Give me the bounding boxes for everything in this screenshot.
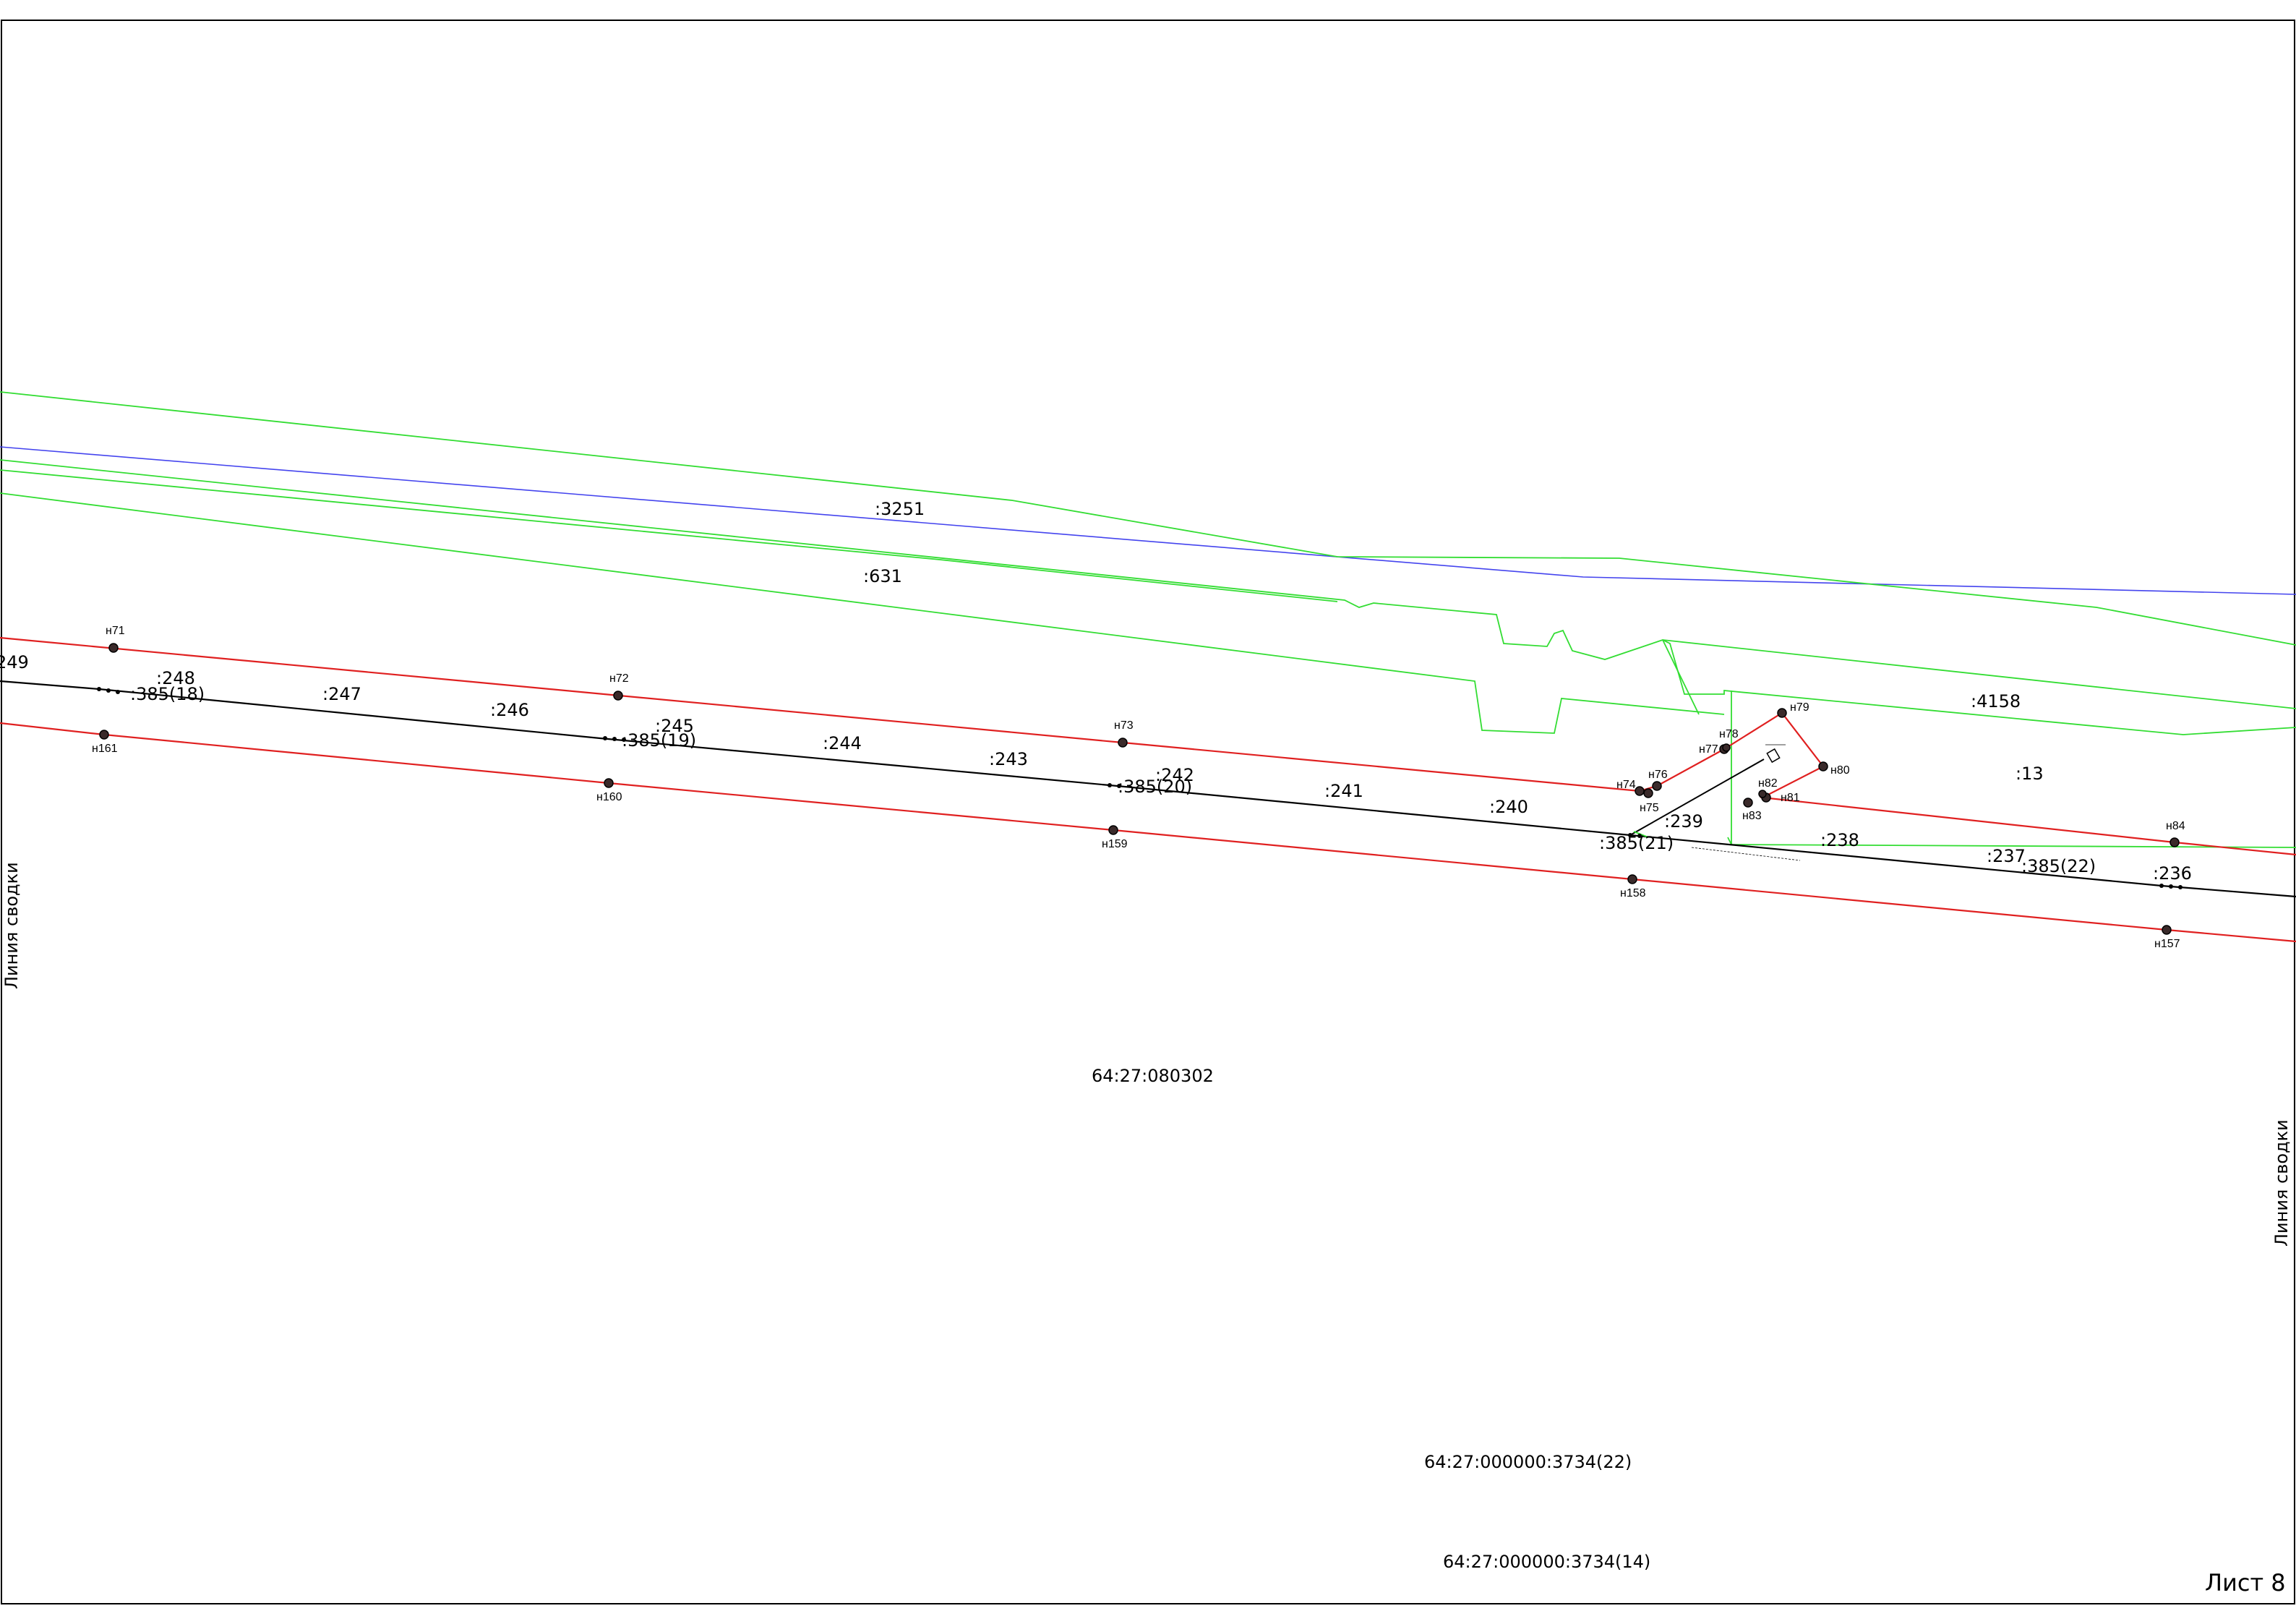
zone-line [0,446,2296,595]
linear-object-ticks [97,687,2183,889]
boundary-points [99,643,2180,935]
label-n158: н158 [1620,887,1646,899]
parcel-label-248: :248 [156,668,195,688]
parcel-label-238: :238 [1820,830,1859,850]
linear-part-label-19: :385(19) [622,730,696,751]
parcel-label-243: :243 [989,749,1028,769]
point-n157 [2162,925,2172,935]
parcel-label-242: :242 [1155,765,1194,785]
point-n74 [1635,786,1645,796]
point-labels: н71 н72 н73 н74 н75 н76 н77 н78 н79 н80 … [92,625,2185,950]
sheet-number: Лист 8 [2205,1569,2286,1597]
parcel-label-3251: :3251 [875,499,925,519]
point-n72 [613,691,623,701]
label-n79: н79 [1790,701,1809,714]
parcel-label-13: :13 [2016,764,2044,784]
point-n75 [1643,788,1653,798]
cadastral-block-number: 64:27:080302 [1092,1066,1214,1086]
point-n79 [1777,708,1787,718]
parcel-label-239: :239 [1664,811,1703,832]
label-n76: н76 [1648,769,1668,781]
label-n72: н72 [609,672,629,685]
point-n71 [108,643,119,653]
linear-part-label-20: :385(20) [1118,777,1192,797]
summary-line-label-right: Линия сводки [2271,1119,2292,1247]
sheet-frame [1,20,2295,1604]
label-n80: н80 [1830,764,1850,777]
label-n71: н71 [106,625,125,637]
point-n83 [1743,798,1753,808]
point-n78 [1722,743,1731,752]
point-n73 [1118,738,1128,748]
label-n75: н75 [1640,802,1659,814]
parcel-number-3734-14: 64:27:000000:3734(14) [1443,1552,1650,1572]
point-n76 [1652,781,1662,791]
label-n84: н84 [2166,820,2185,832]
point-n80 [1818,761,1828,772]
parcel-label-246: :246 [490,700,529,720]
parcel-label-245: :245 [655,716,694,736]
parcel-label-249: 249 [0,652,29,672]
label-n160: н160 [596,791,622,803]
point-n160 [604,778,614,788]
label-n159: н159 [1102,838,1128,850]
parcel-label-247: :247 [322,684,361,704]
point-n82 [1758,790,1767,798]
parcel-label-241: :241 [1324,781,1363,801]
linear-part-label-22: :385(22) [2021,856,2096,876]
parcel-label-631: :631 [863,566,902,586]
label-n82: н82 [1758,777,1778,790]
label-n78: н78 [1719,728,1739,740]
point-n161 [99,730,109,740]
parcel-label-244: :244 [823,733,862,753]
parcel-label-240: :240 [1489,797,1528,817]
label-n157: н157 [2154,938,2180,950]
parcel-number-3734-22: 64:27:000000:3734(22) [1424,1452,1632,1472]
point-n158 [1627,874,1637,884]
parcel-labels: :3251 :631 :4158 :13 249 :248 :247 :246 … [0,499,2192,884]
label-n73: н73 [1114,719,1134,732]
label-n81: н81 [1781,792,1800,804]
summary-line-label-left: Линия сводки [1,862,22,989]
small-annotation-line [1691,847,1801,861]
label-n77: н77 [1699,743,1718,756]
parcel-label-237: :237 [1987,846,2026,866]
parcel-label-4158: :4158 [1971,691,2021,711]
point-n159 [1108,825,1118,835]
label-n74: н74 [1616,779,1636,791]
parcel-label-236: :236 [2153,863,2192,884]
linear-object-labels: :385(18) :385(19) :385(20) :385(21) :385… [130,684,2096,876]
linear-part-label-18: :385(18) [130,684,205,704]
linear-part-label-21: :385(21) [1599,833,1674,853]
small-structure-icon [1765,744,1786,764]
label-n83: н83 [1742,810,1762,822]
point-n84 [2169,837,2180,847]
label-n161: н161 [92,743,118,755]
